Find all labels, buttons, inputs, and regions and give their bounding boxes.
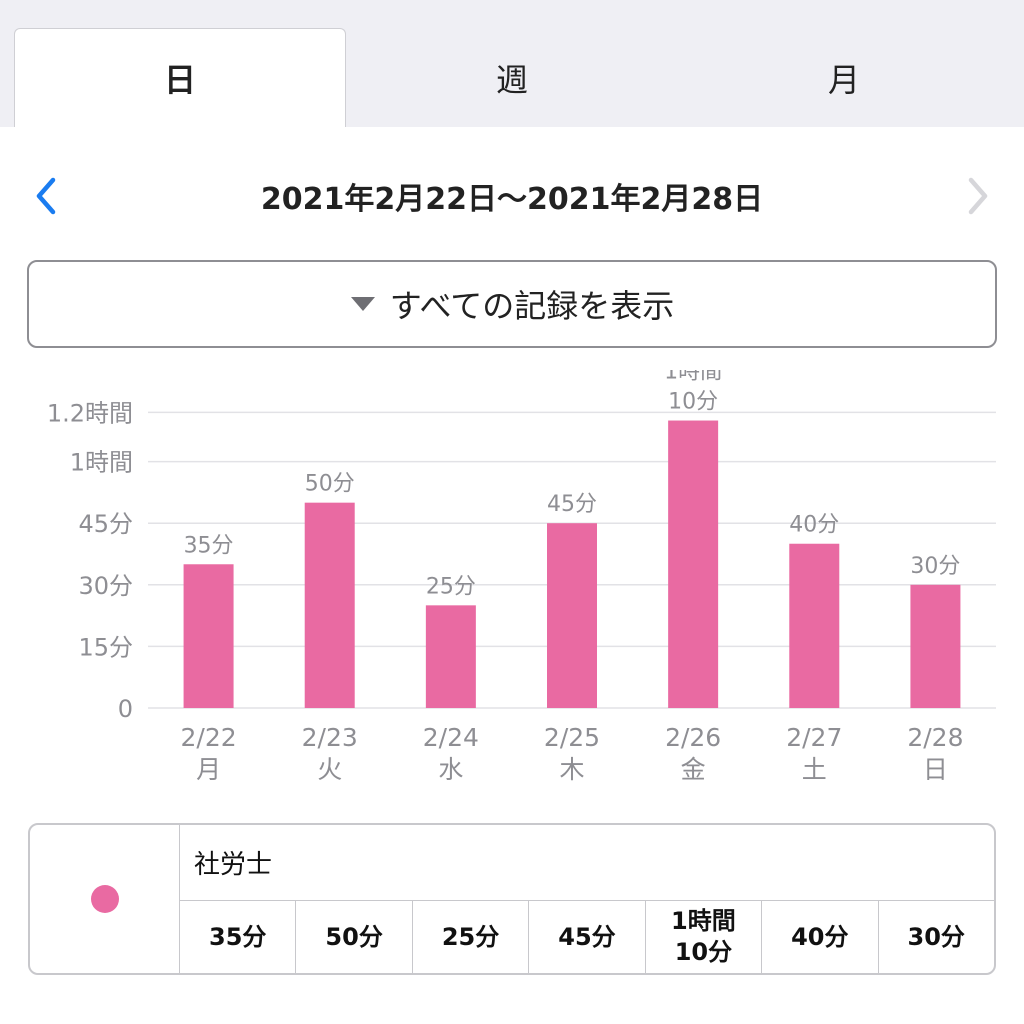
x-tick-label: 2/23 (302, 723, 358, 752)
record-filter-dropdown[interactable]: すべての記録を表示 (27, 260, 997, 348)
x-weekday-label: 日 (923, 755, 948, 784)
filter-label: すべての記録を表示 (389, 287, 675, 325)
data-label: 10分 (668, 390, 718, 415)
x-weekday-label: 木 (559, 755, 584, 784)
y-tick-label: 45分 (78, 510, 133, 538)
bar (425, 605, 476, 708)
x-weekday-label: 月 (196, 755, 221, 784)
data-label: 45分 (547, 492, 597, 517)
bar (547, 523, 597, 708)
x-weekday-label: 金 (681, 755, 706, 784)
subject-name: 社労士 (180, 825, 994, 901)
data-label: 30分 (910, 554, 960, 579)
daily-total-cell: 25分 (411, 901, 528, 973)
daily-total-cell: 50分 (295, 901, 411, 973)
y-tick-label: 1時間 (70, 449, 133, 477)
y-tick-label: 0 (118, 695, 133, 723)
date-navigation: 2021年2月22日〜2021年2月28日 (0, 160, 1024, 232)
x-weekday-label: 土 (802, 755, 827, 784)
triangle-down-icon (350, 297, 375, 311)
next-week-button[interactable] (948, 160, 1008, 232)
legend-color-dot (90, 885, 119, 913)
y-tick-label: 1.2時間 (47, 399, 133, 427)
daily-total-cell: 45分 (528, 901, 644, 973)
bar (668, 420, 719, 708)
data-label: 1時間 (664, 370, 722, 385)
y-tick-label: 15分 (78, 633, 133, 661)
x-tick-label: 2/25 (544, 723, 600, 752)
x-weekday-label: 火 (317, 755, 342, 784)
bar (304, 502, 355, 708)
x-tick-label: 2/28 (907, 723, 963, 752)
data-label: 40分 (789, 513, 839, 538)
bar (183, 564, 234, 708)
x-tick-label: 2/26 (665, 723, 721, 752)
daily-total-cell: 1時間 10分 (644, 901, 761, 973)
subject-summary-table: 社労士 35分 50分 25分 45分 1時間 10分 40分 30分 (28, 823, 996, 975)
x-tick-label: 2/22 (181, 723, 237, 752)
x-tick-label: 2/24 (423, 723, 479, 752)
legend-color-cell (30, 825, 180, 973)
x-weekday-label: 水 (438, 755, 463, 784)
period-tab-bar: 日 週 月 (0, 0, 1024, 127)
tab-day[interactable]: 日 (14, 28, 346, 127)
x-tick-label: 2/27 (786, 723, 842, 752)
daily-total-cell: 30分 (877, 901, 994, 973)
daily-total-cell: 35分 (209, 922, 267, 951)
tab-month[interactable]: 月 (827, 60, 860, 99)
bar (789, 543, 840, 708)
study-time-bar-chart: 0 15分 30分 45分 1時間 1.2時間 35分 2/22 月 50分 2/23 火 25分 2/2… (47, 370, 996, 784)
data-label: 50分 (305, 472, 355, 497)
date-range-title: 2021年2月22日〜2021年2月28日 (260, 182, 764, 217)
chevron-right-icon (968, 177, 988, 215)
chevron-left-icon (36, 177, 56, 215)
y-tick-label: 30分 (78, 572, 133, 600)
tab-week[interactable]: 週 (495, 60, 528, 99)
data-label: 25分 (426, 574, 476, 599)
daily-total-cell: 40分 (761, 901, 877, 973)
daily-totals-row: 35分 50分 25分 45分 1時間 10分 40分 30分 (180, 901, 994, 973)
bar (910, 584, 961, 708)
previous-week-button[interactable] (16, 160, 76, 232)
data-label: 35分 (184, 533, 234, 558)
